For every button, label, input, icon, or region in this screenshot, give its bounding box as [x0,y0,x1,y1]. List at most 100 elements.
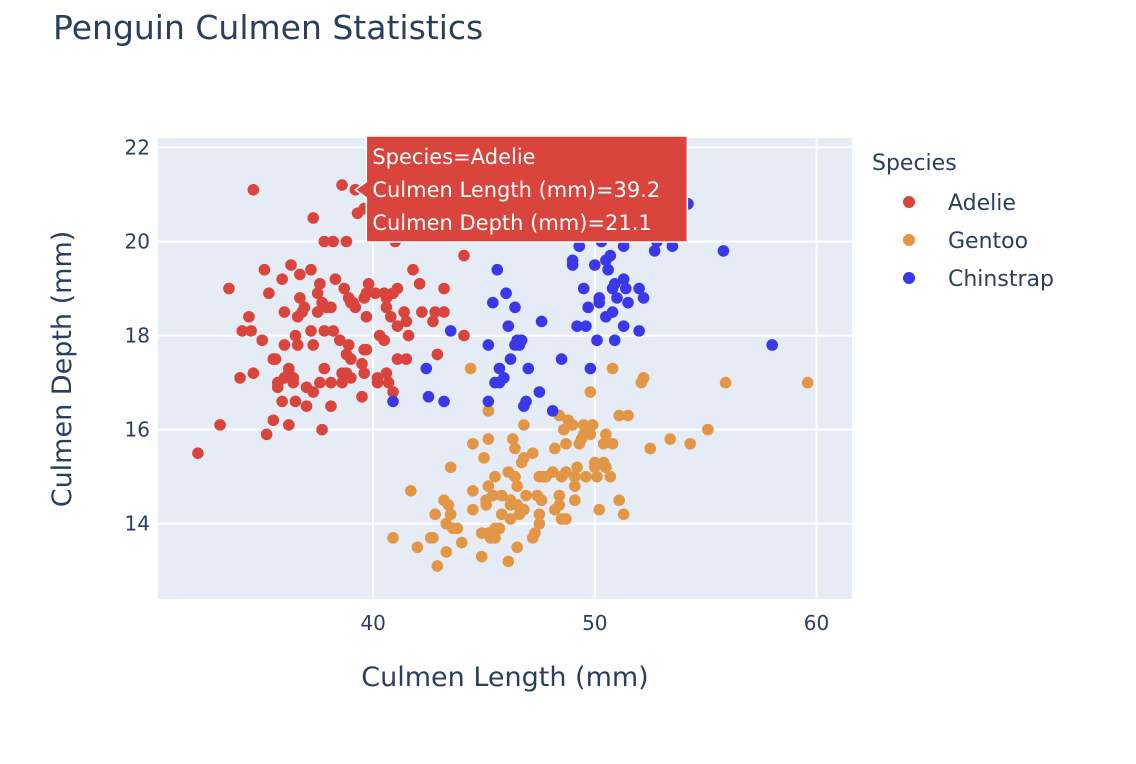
gentoo-point[interactable] [467,485,479,497]
adelie-point[interactable] [300,400,313,412]
adelie-point[interactable] [325,376,337,389]
adelie-point[interactable] [358,367,371,380]
chinstrap-point[interactable] [566,254,579,267]
chinstrap-point[interactable] [502,320,515,332]
chinstrap-point[interactable] [604,249,617,262]
chinstrap-point[interactable] [582,301,594,314]
chinstrap-point[interactable] [588,259,601,271]
chinstrap-point[interactable] [546,405,559,417]
adelie-point[interactable] [223,282,235,295]
chinstrap-point[interactable] [493,362,506,375]
gentoo-point[interactable] [502,555,515,568]
adelie-point[interactable] [340,235,353,248]
chinstrap-point[interactable] [606,306,619,318]
gentoo-point[interactable] [489,470,501,483]
chinstrap-point[interactable] [387,395,399,408]
gentoo-point[interactable] [549,442,561,455]
gentoo-point[interactable] [467,437,479,450]
adelie-point[interactable] [431,348,444,361]
adelie-point[interactable] [416,306,428,318]
adelie-point[interactable] [294,292,306,304]
adelie-point[interactable] [391,353,404,365]
adelie-point[interactable] [438,306,450,318]
adelie-point[interactable] [311,306,324,318]
adelie-point[interactable] [287,372,300,384]
gentoo-point[interactable] [411,541,424,554]
adelie-point[interactable] [327,325,339,337]
chinstrap-point[interactable] [633,325,645,337]
adelie-point[interactable] [247,183,260,196]
chinstrap-point[interactable] [633,282,645,295]
gentoo-point[interactable] [518,503,530,516]
adelie-point[interactable] [267,414,280,427]
adelie-point[interactable] [400,315,413,328]
adelie-point[interactable] [402,329,415,342]
gentoo-point[interactable] [533,508,546,521]
chinstrap-point[interactable] [520,395,532,408]
adelie-point[interactable] [298,301,311,314]
adelie-point[interactable] [305,325,317,337]
adelie-point[interactable] [247,367,260,380]
gentoo-point[interactable] [493,522,506,535]
adelie-point[interactable] [360,310,373,323]
gentoo-point[interactable] [622,409,634,422]
adelie-point[interactable] [294,268,306,281]
gentoo-point[interactable] [684,437,696,450]
adelie-point[interactable] [382,376,395,389]
adelie-point[interactable] [260,428,273,441]
legend-item-gentoo[interactable]: Gentoo [903,229,1028,254]
adelie-point[interactable] [369,287,382,300]
gentoo-point[interactable] [606,362,619,375]
gentoo-point[interactable] [442,499,455,511]
adelie-point[interactable] [360,343,373,356]
gentoo-point[interactable] [467,503,479,516]
adelie-point[interactable] [413,278,426,290]
adelie-point[interactable] [438,282,450,295]
gentoo-point[interactable] [404,485,417,497]
chinstrap-point[interactable] [611,292,623,304]
chinstrap-point[interactable] [571,320,583,332]
legend-item-chinstrap[interactable]: Chinstrap [903,267,1054,292]
adelie-point[interactable] [314,278,326,290]
adelie-point[interactable] [256,334,269,347]
gentoo-point[interactable] [518,452,530,464]
adelie-point[interactable] [285,259,297,271]
gentoo-point[interactable] [560,513,572,525]
gentoo-point[interactable] [482,480,495,492]
gentoo-point[interactable] [511,541,523,554]
adelie-point[interactable] [283,419,295,431]
chinstrap-point[interactable] [422,390,435,403]
adelie-point[interactable] [360,287,373,300]
gentoo-point[interactable] [566,419,579,431]
chinstrap-point[interactable] [535,315,548,328]
adelie-point[interactable] [356,357,368,370]
adelie-point[interactable] [192,447,204,459]
adelie-point[interactable] [342,339,355,351]
adelie-point[interactable] [385,310,397,323]
gentoo-point[interactable] [702,423,714,436]
chinstrap-point[interactable] [717,245,730,257]
adelie-point[interactable] [314,376,326,389]
gentoo-point[interactable] [475,550,488,563]
adelie-point[interactable] [327,235,339,248]
chinstrap-point[interactable] [444,325,457,337]
chinstrap-point[interactable] [608,334,621,347]
adelie-point[interactable] [289,329,302,342]
gentoo-point[interactable] [600,428,612,441]
gentoo-point[interactable] [584,386,597,398]
chinstrap-point[interactable] [577,282,590,295]
chinstrap-point[interactable] [580,320,592,332]
gentoo-point[interactable] [504,513,517,525]
chinstrap-point[interactable] [498,372,510,384]
adelie-point[interactable] [263,287,275,300]
adelie-point[interactable] [291,339,304,351]
gentoo-point[interactable] [613,494,625,507]
adelie-point[interactable] [283,362,295,375]
gentoo-point[interactable] [586,419,599,431]
chinstrap-point[interactable] [666,240,679,252]
adelie-point[interactable] [258,263,271,276]
chinstrap-point[interactable] [504,353,517,365]
gentoo-point[interactable] [506,433,519,445]
chinstrap-point[interactable] [482,339,495,351]
legend-items[interactable]: Adelie Gentoo Chinstrap [903,191,1054,292]
